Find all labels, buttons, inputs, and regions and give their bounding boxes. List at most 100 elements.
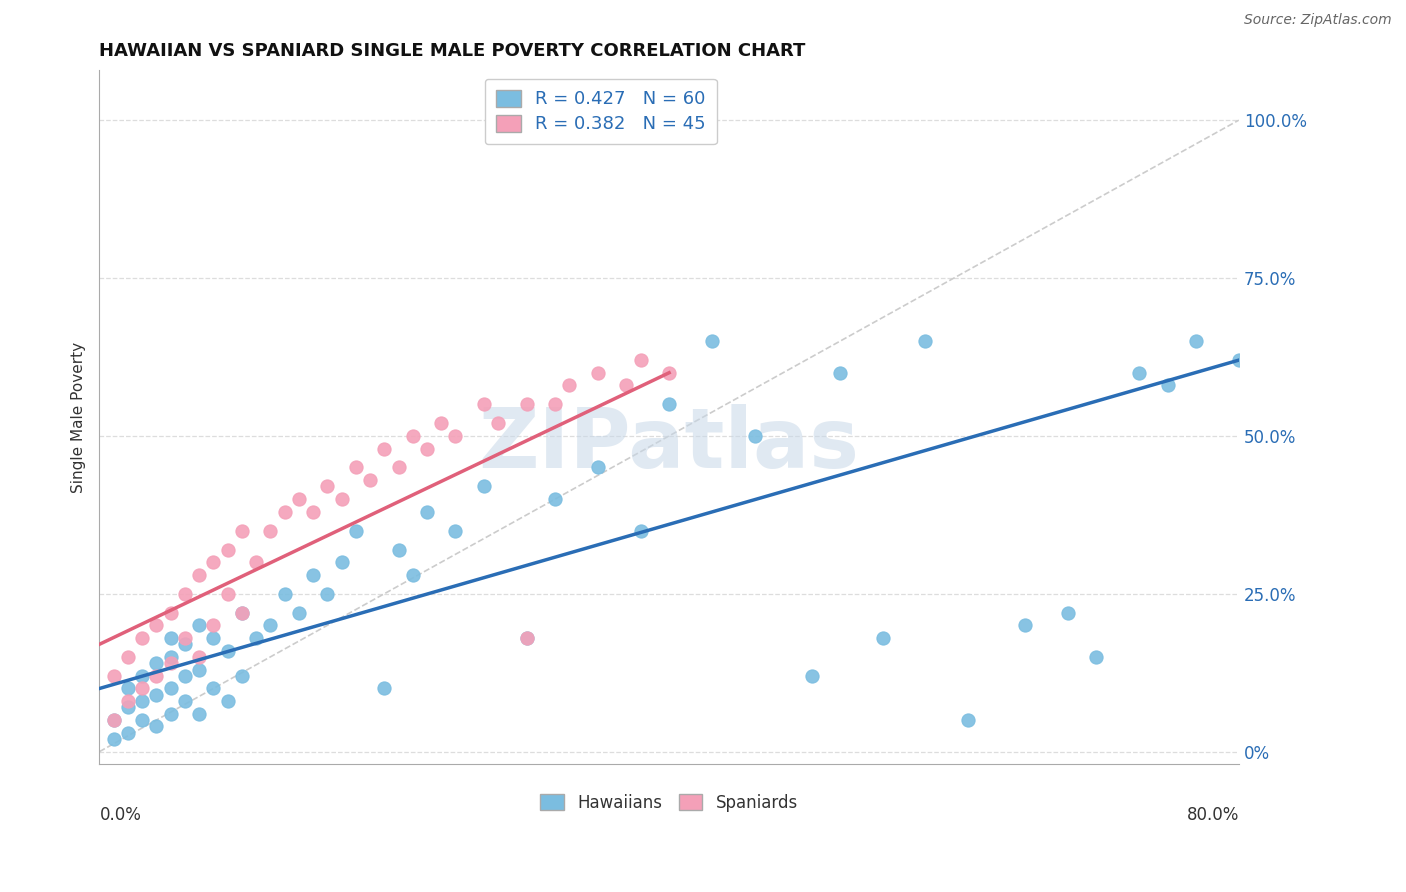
Point: [117, 725, 139, 739]
Point: [202, 618, 225, 632]
Point: [231, 606, 253, 620]
Text: ZIPatlas: ZIPatlas: [478, 404, 859, 485]
Point: [173, 694, 195, 708]
Point: [159, 706, 181, 721]
Point: [217, 587, 239, 601]
Point: [173, 669, 195, 683]
Point: [1057, 606, 1080, 620]
Point: [103, 713, 125, 727]
Point: [344, 460, 367, 475]
Text: 80.0%: 80.0%: [1187, 806, 1239, 824]
Point: [472, 479, 495, 493]
Text: Source: ZipAtlas.com: Source: ZipAtlas.com: [1244, 13, 1392, 28]
Point: [800, 669, 823, 683]
Point: [117, 649, 139, 664]
Point: [131, 669, 153, 683]
Point: [117, 700, 139, 714]
Point: [1185, 334, 1208, 348]
Point: [700, 334, 723, 348]
Point: [145, 688, 167, 702]
Point: [188, 618, 211, 632]
Point: [330, 555, 353, 569]
Point: [486, 417, 509, 431]
Point: [245, 631, 267, 645]
Point: [245, 555, 267, 569]
Point: [544, 397, 567, 411]
Point: [316, 479, 339, 493]
Point: [330, 491, 353, 506]
Point: [145, 669, 167, 683]
Point: [586, 366, 609, 380]
Point: [159, 606, 181, 620]
Point: [159, 681, 181, 696]
Legend: Hawaiians, Spaniards: Hawaiians, Spaniards: [534, 787, 804, 819]
Point: [344, 524, 367, 538]
Point: [630, 524, 652, 538]
Point: [188, 663, 211, 677]
Point: [103, 713, 125, 727]
Point: [630, 353, 652, 368]
Point: [188, 567, 211, 582]
Point: [288, 606, 311, 620]
Point: [231, 606, 253, 620]
Point: [145, 618, 167, 632]
Point: [316, 587, 339, 601]
Point: [273, 505, 295, 519]
Y-axis label: Single Male Poverty: Single Male Poverty: [72, 342, 86, 492]
Point: [173, 587, 195, 601]
Point: [516, 631, 538, 645]
Point: [430, 417, 453, 431]
Point: [1227, 353, 1250, 368]
Point: [117, 694, 139, 708]
Point: [387, 542, 409, 557]
Point: [231, 524, 253, 538]
Point: [472, 397, 495, 411]
Point: [373, 681, 395, 696]
Point: [558, 378, 581, 392]
Point: [828, 366, 851, 380]
Point: [302, 505, 325, 519]
Point: [117, 681, 139, 696]
Point: [1085, 649, 1108, 664]
Point: [159, 657, 181, 671]
Point: [217, 542, 239, 557]
Point: [103, 731, 125, 746]
Point: [373, 442, 395, 456]
Point: [131, 681, 153, 696]
Point: [402, 567, 425, 582]
Point: [586, 460, 609, 475]
Point: [159, 649, 181, 664]
Point: [273, 587, 295, 601]
Point: [402, 429, 425, 443]
Point: [359, 473, 381, 487]
Point: [444, 429, 467, 443]
Point: [131, 713, 153, 727]
Point: [516, 397, 538, 411]
Point: [1156, 378, 1178, 392]
Point: [231, 669, 253, 683]
Point: [744, 429, 766, 443]
Point: [145, 719, 167, 733]
Point: [302, 567, 325, 582]
Text: HAWAIIAN VS SPANIARD SINGLE MALE POVERTY CORRELATION CHART: HAWAIIAN VS SPANIARD SINGLE MALE POVERTY…: [100, 42, 806, 60]
Point: [131, 694, 153, 708]
Point: [173, 637, 195, 651]
Point: [202, 555, 225, 569]
Point: [259, 618, 281, 632]
Point: [259, 524, 281, 538]
Point: [202, 681, 225, 696]
Point: [173, 631, 195, 645]
Point: [658, 366, 681, 380]
Point: [544, 491, 567, 506]
Point: [416, 442, 439, 456]
Text: 0.0%: 0.0%: [100, 806, 142, 824]
Point: [444, 524, 467, 538]
Point: [1128, 366, 1150, 380]
Point: [217, 643, 239, 657]
Point: [159, 631, 181, 645]
Point: [616, 378, 638, 392]
Point: [217, 694, 239, 708]
Point: [1014, 618, 1036, 632]
Point: [188, 649, 211, 664]
Point: [658, 397, 681, 411]
